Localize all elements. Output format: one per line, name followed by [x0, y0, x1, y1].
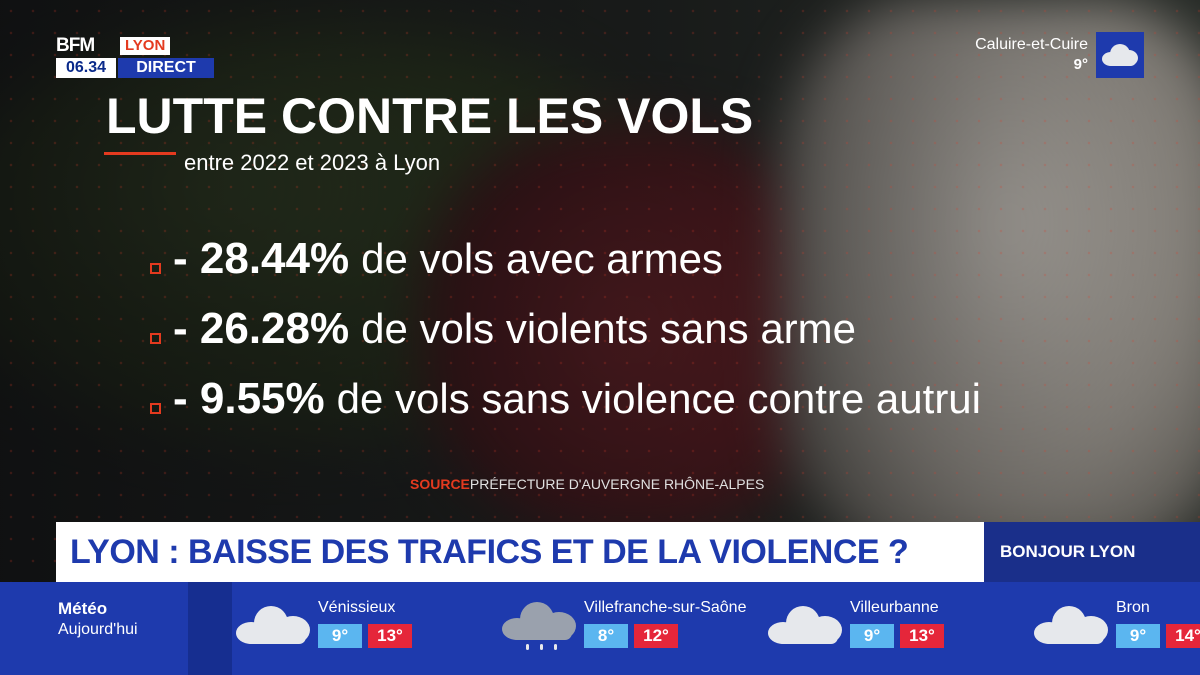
live-badge: DIRECT [118, 58, 214, 78]
source-credit: SOURCEPRÉFECTURE D'AUVERGNE RHÔNE-ALPES [410, 474, 764, 494]
stat-label: de vols avec armes [361, 235, 723, 282]
graphic-subtitle: entre 2022 et 2023 à Lyon [184, 150, 441, 175]
stat-label: de vols violents sans arme [361, 305, 857, 352]
title-underline [104, 152, 176, 155]
source-label: SOURCE [410, 476, 470, 492]
stat-label: de vols sans violence contre autrui [336, 375, 981, 422]
show-name: BONJOUR LYON [1000, 542, 1136, 561]
forecast-max-temp: 14° [1166, 624, 1200, 648]
logo-brand: BFM [56, 35, 95, 56]
stat-item: - 9.55% de vols sans violence contre aut… [150, 364, 981, 434]
forecast-city: Villefranche-sur-Saône 8° 12° [498, 582, 764, 675]
cloud-icon [768, 604, 846, 644]
forecast-min-temp: 9° [318, 624, 362, 648]
cloud-icon [1096, 32, 1144, 78]
channel-logo: BFM LYON 06.34 DIRECT [56, 36, 216, 80]
rain-cloud-icon [502, 600, 580, 650]
stats-list: - 28.44% de vols avec armes - 26.28% de … [150, 224, 981, 434]
stat-item: - 28.44% de vols avec armes [150, 224, 981, 294]
forecast-min-temp: 9° [1116, 624, 1160, 648]
stat-value: - 9.55% [173, 374, 325, 423]
headline-text: LYON : BAISSE DES TRAFICS ET DE LA VIOLE… [70, 533, 909, 571]
stat-value: - 26.28% [173, 304, 350, 353]
forecast-city: Villeurbanne 9° 13° [764, 582, 1030, 675]
forecast-city-name: Vénissieux [318, 599, 396, 616]
stat-value: - 28.44% [173, 234, 350, 283]
forecast-max-temp: 12° [634, 624, 678, 648]
cloud-icon [1034, 604, 1112, 644]
forecast-city-name: Villefranche-sur-Saône [584, 599, 747, 616]
current-weather: Caluire-et-Cuire 9° [975, 32, 1144, 78]
stat-item: - 26.28% de vols violents sans arme [150, 294, 981, 364]
forecast-min-temp: 8° [584, 624, 628, 648]
bullet-square-icon [150, 332, 161, 344]
current-weather-temp: 9° [1073, 56, 1088, 73]
weather-forecast-strip: Météo Aujourd'hui Vénissieux 9° 13° Vill… [0, 582, 1200, 675]
bullet-square-icon [150, 262, 161, 274]
graphic-title: LUTTE CONTRE LES VOLS [106, 88, 754, 144]
forecast-min-temp: 9° [850, 624, 894, 648]
forecast-max-temp: 13° [368, 624, 412, 648]
forecast-city-name: Bron [1116, 599, 1150, 616]
forecast-city: Bron 9° 14° [1030, 582, 1200, 675]
forecast-max-temp: 13° [900, 624, 944, 648]
forecast-label: Météo Aujourd'hui [58, 598, 138, 640]
headline-banner: LYON : BAISSE DES TRAFICS ET DE LA VIOLE… [56, 522, 984, 582]
bullet-square-icon [150, 402, 161, 414]
logo-city: LYON [120, 37, 171, 55]
clock: 06.34 [56, 58, 116, 78]
forecast-day: Aujourd'hui [58, 621, 138, 638]
forecast-city-name: Villeurbanne [850, 599, 939, 616]
source-name: PRÉFECTURE D'AUVERGNE RHÔNE-ALPES [469, 476, 765, 492]
forecast-city: Vénissieux 9° 13° [232, 582, 498, 675]
forecast-title: Météo [58, 599, 108, 618]
show-banner: BONJOUR LYON [984, 522, 1200, 582]
current-weather-city: Caluire-et-Cuire [975, 36, 1088, 53]
cloud-icon [236, 604, 314, 644]
